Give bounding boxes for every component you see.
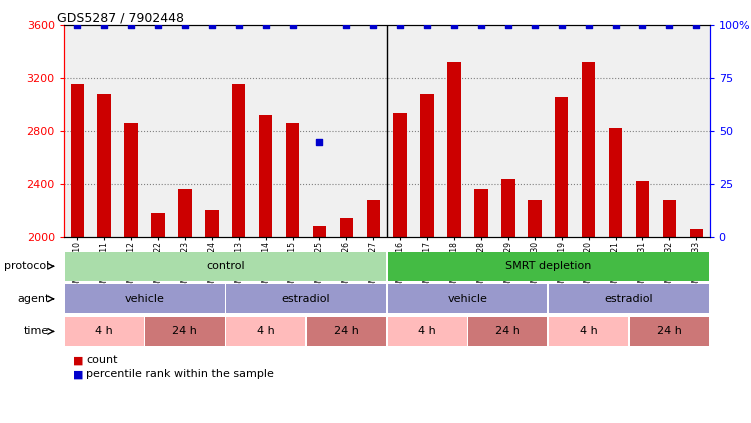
- Point: [152, 22, 164, 29]
- Point: [610, 22, 622, 29]
- Text: 24 h: 24 h: [496, 327, 520, 336]
- Bar: [448, 62, 461, 423]
- Point: [448, 22, 460, 29]
- Bar: [555, 97, 569, 423]
- Text: protocol: protocol: [4, 261, 50, 271]
- Text: 24 h: 24 h: [334, 327, 359, 336]
- Text: 4 h: 4 h: [580, 327, 598, 336]
- Text: ■: ■: [74, 355, 83, 365]
- Text: SMRT depletion: SMRT depletion: [505, 261, 592, 271]
- Text: 4 h: 4 h: [418, 327, 436, 336]
- Text: count: count: [86, 355, 118, 365]
- Bar: [205, 211, 219, 423]
- Point: [340, 22, 352, 29]
- Text: 4 h: 4 h: [95, 327, 113, 336]
- Bar: [582, 62, 596, 423]
- Point: [556, 22, 568, 29]
- Text: estradiol: estradiol: [605, 294, 653, 304]
- Bar: [125, 123, 138, 423]
- Bar: [98, 94, 111, 423]
- Text: control: control: [206, 261, 245, 271]
- Point: [663, 22, 675, 29]
- Text: estradiol: estradiol: [282, 294, 330, 304]
- Text: time: time: [24, 327, 50, 336]
- Bar: [662, 200, 676, 423]
- Bar: [394, 113, 407, 423]
- Bar: [635, 181, 649, 423]
- Bar: [312, 226, 326, 423]
- Point: [583, 22, 595, 29]
- Bar: [421, 94, 434, 423]
- Point: [287, 22, 299, 29]
- Point: [125, 22, 137, 29]
- Bar: [232, 83, 246, 423]
- Text: 4 h: 4 h: [257, 327, 275, 336]
- Bar: [259, 115, 273, 423]
- Text: 24 h: 24 h: [657, 327, 682, 336]
- Point: [179, 22, 191, 29]
- Point: [260, 22, 272, 29]
- Bar: [689, 229, 703, 423]
- Point: [71, 22, 83, 29]
- Point: [421, 22, 433, 29]
- Text: ■: ■: [74, 369, 83, 379]
- Point: [502, 22, 514, 29]
- Point: [394, 22, 406, 29]
- Text: percentile rank within the sample: percentile rank within the sample: [86, 369, 274, 379]
- Text: vehicle: vehicle: [448, 294, 487, 304]
- Point: [529, 22, 541, 29]
- Point: [313, 138, 325, 145]
- Point: [690, 22, 702, 29]
- Point: [98, 22, 110, 29]
- Bar: [151, 213, 164, 423]
- Point: [475, 22, 487, 29]
- Bar: [178, 190, 192, 423]
- Text: agent: agent: [17, 294, 50, 304]
- Point: [206, 22, 218, 29]
- Point: [233, 22, 245, 29]
- Bar: [339, 218, 353, 423]
- Point: [636, 22, 648, 29]
- Bar: [366, 200, 380, 423]
- Point: [367, 22, 379, 29]
- Text: GDS5287 / 7902448: GDS5287 / 7902448: [57, 11, 185, 24]
- Bar: [501, 179, 514, 423]
- Text: vehicle: vehicle: [125, 294, 164, 304]
- Text: 24 h: 24 h: [173, 327, 198, 336]
- Bar: [474, 190, 487, 423]
- Bar: [286, 123, 300, 423]
- Bar: [71, 83, 84, 423]
- Bar: [609, 129, 623, 423]
- Bar: [528, 200, 541, 423]
